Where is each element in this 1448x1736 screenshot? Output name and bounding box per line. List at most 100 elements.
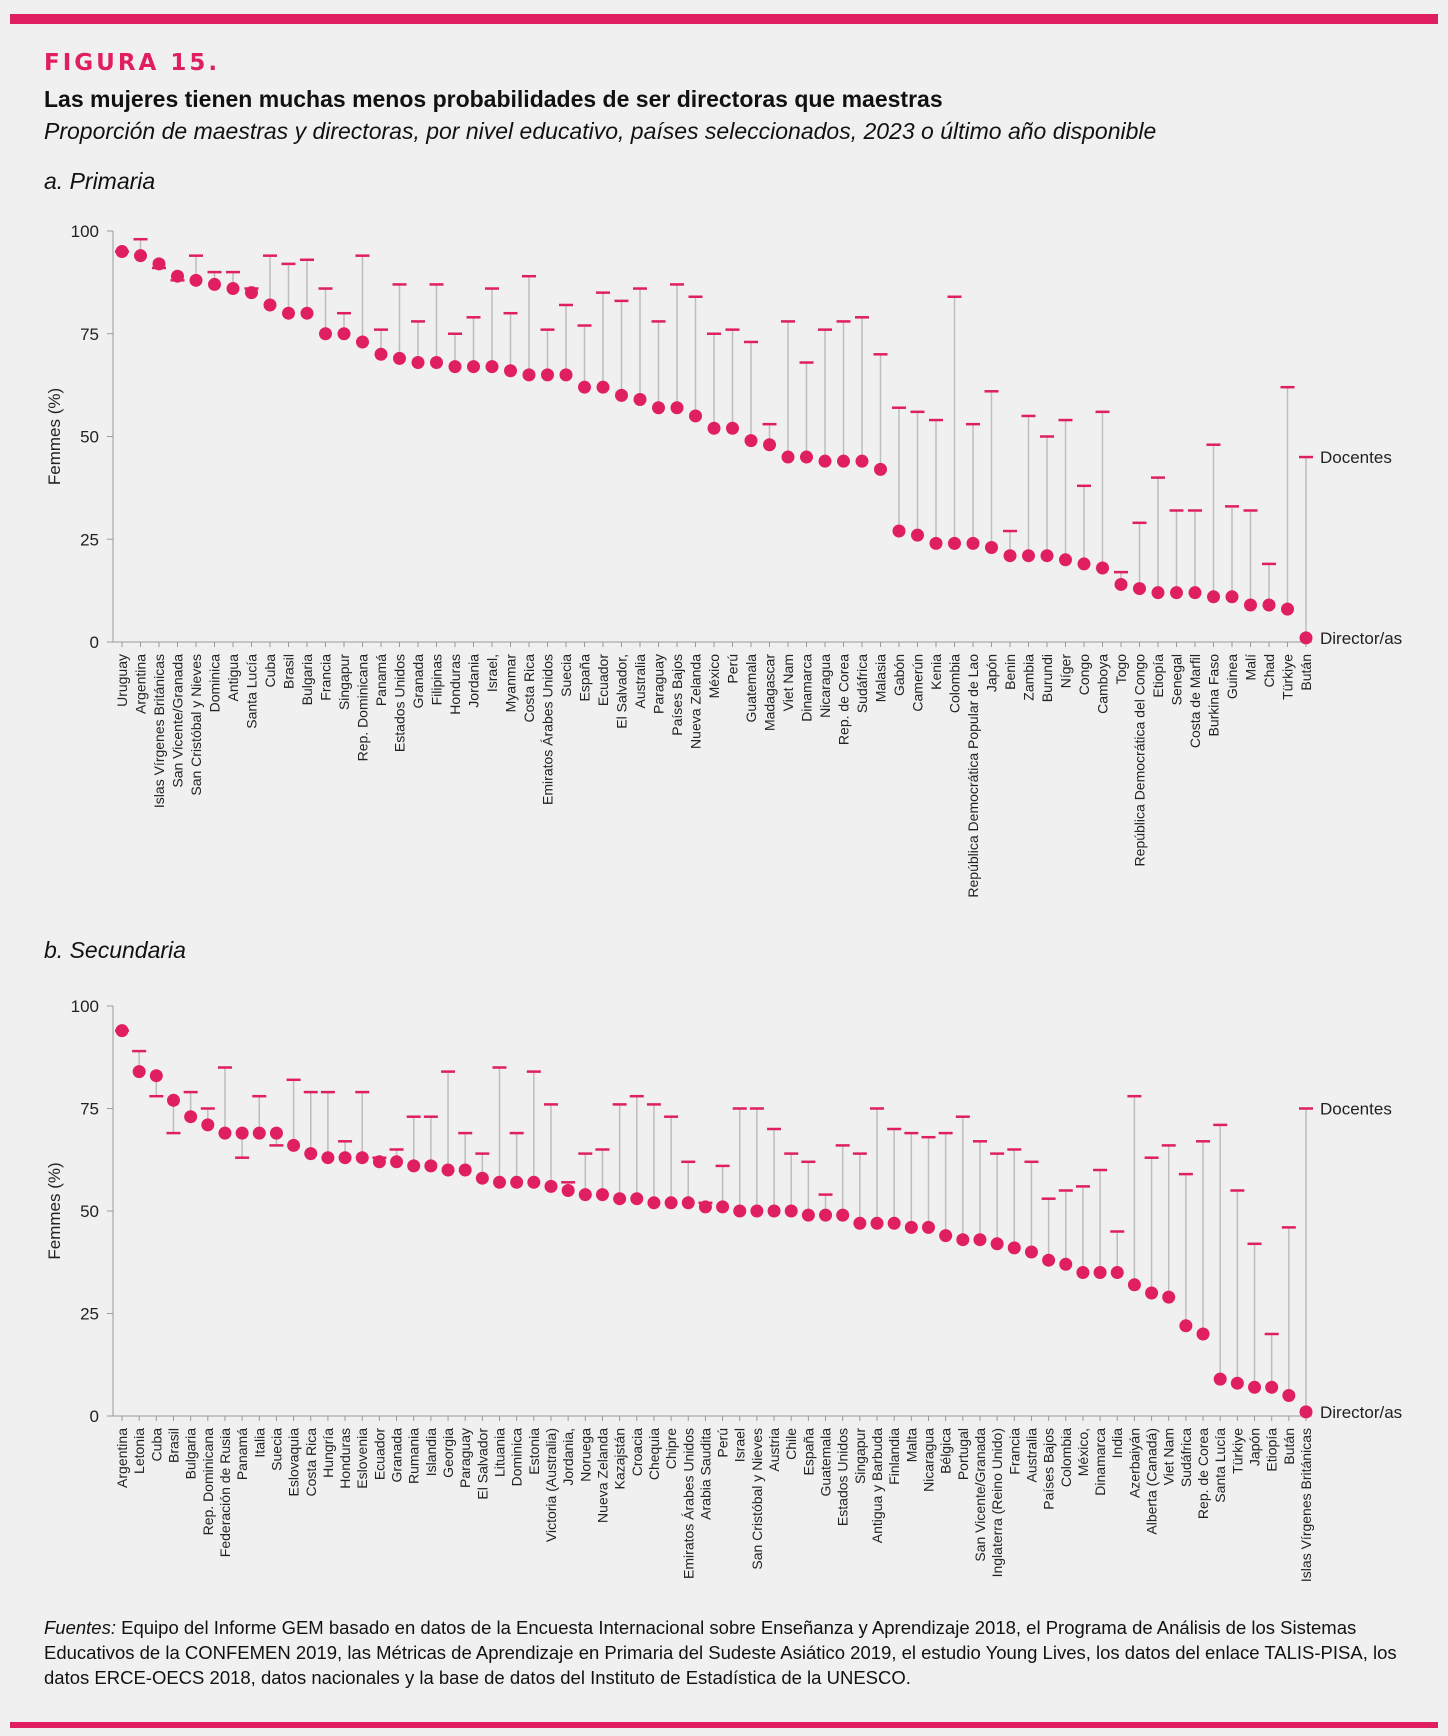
p1-category-label: Cuba xyxy=(148,1428,164,1462)
p0-director-dot xyxy=(929,536,943,550)
p1-director-dot xyxy=(201,1118,215,1132)
p0-category-label: Perú xyxy=(725,654,741,684)
p0-director-dot xyxy=(1170,586,1183,600)
p0-category-label: Granada xyxy=(410,654,426,709)
p1-director-dot xyxy=(561,1184,575,1197)
p0-director-dot xyxy=(245,286,258,300)
p0-category-label: Honduras xyxy=(447,654,463,715)
p1-director-dot xyxy=(819,1208,833,1222)
p0-director-dot xyxy=(448,360,462,374)
p0-director-dot xyxy=(1133,582,1146,596)
sources-text: Equipo del Informe GEM basado en datos d… xyxy=(44,1617,1397,1688)
p1-director-dot xyxy=(1196,1327,1210,1341)
p0-director-dot xyxy=(818,454,832,468)
p1-category-label: Israel xyxy=(732,1428,748,1462)
p1-docentes-end-label: Docentes xyxy=(1320,1100,1392,1119)
p1-category-label: Dinamarca xyxy=(1092,1428,1108,1496)
p0-y-tick-label: 25 xyxy=(80,530,99,549)
p0-category-label: Rep. de Corea xyxy=(836,654,852,745)
p1-director-dot xyxy=(784,1204,798,1218)
sources-lead: Fuentes: xyxy=(44,1617,116,1638)
p1-category-label: Honduras xyxy=(337,1428,353,1489)
p1-y-tick-label: 50 xyxy=(80,1202,99,1221)
p0-category-label: Nicaragua xyxy=(817,654,833,718)
p1-director-dot xyxy=(853,1216,867,1230)
p0-category-label: Islas Vírgenes Británicas xyxy=(151,654,167,808)
p1-category-label: Islandia xyxy=(423,1428,439,1476)
p0-director-dot xyxy=(726,421,739,435)
p1-category-label: Hungría xyxy=(320,1428,336,1478)
p0-director-end-label: Director/as xyxy=(1320,629,1402,648)
top-accent-rule xyxy=(10,14,1438,24)
p0-category-label: Dinamarca xyxy=(799,654,815,722)
p1-category-label: Portugal xyxy=(955,1428,971,1480)
p0-category-label: Francia xyxy=(318,654,334,701)
p1-director-dot xyxy=(990,1237,1004,1251)
p0-category-label: Singapur xyxy=(336,654,352,710)
p1-y-tick-label: 25 xyxy=(80,1305,99,1324)
p1-director-dot xyxy=(1162,1290,1176,1304)
p0-director-dot xyxy=(189,273,203,287)
p0-director-dot xyxy=(411,356,425,370)
p1-category-label: Colombia xyxy=(1058,1428,1074,1487)
p0-director-dot xyxy=(800,450,813,464)
p0-director-dot xyxy=(1188,586,1202,600)
p0-director-dot xyxy=(485,360,499,374)
p1-director-dot xyxy=(647,1196,661,1210)
p0-category-label: Sudáfrica xyxy=(854,654,870,713)
p0-category-label: Madagascar xyxy=(762,654,778,731)
p1-category-label: Inglaterra (Reino Unido) xyxy=(989,1428,1005,1577)
p1-director-dot xyxy=(1248,1380,1262,1394)
p1-director-dot xyxy=(132,1065,146,1079)
p1-director-dot xyxy=(1299,1405,1313,1419)
p1-category-label: Finlandia xyxy=(886,1428,902,1485)
p1-category-label: San Cristóbal y Nieves xyxy=(749,1428,765,1570)
p1-category-label: México, xyxy=(1075,1428,1091,1476)
p1-category-label: Chipre xyxy=(663,1428,679,1469)
p0-director-dot xyxy=(467,360,480,374)
p0-director-dot xyxy=(171,269,184,283)
p0-category-label: Zambia xyxy=(1021,654,1037,701)
p0-category-label: Türkiye xyxy=(1280,654,1296,700)
p1-category-label: El Salvador xyxy=(474,1428,490,1500)
p0-category-label: Myanmar xyxy=(503,654,519,713)
p1-y-axis-title: Femmes (%) xyxy=(45,1162,64,1259)
p1-category-label: Estonia xyxy=(526,1428,542,1475)
p0-director-dot xyxy=(504,364,517,378)
p1-y-tick-label: 0 xyxy=(90,1407,99,1426)
p0-category-label: Dominica xyxy=(207,654,223,713)
p1-director-dot xyxy=(578,1188,592,1202)
p1-director-dot xyxy=(269,1126,283,1140)
p1-category-label: Brasil xyxy=(165,1428,181,1463)
p1-category-label: Países Bajos xyxy=(1041,1428,1057,1510)
p0-category-label: Costa Rica xyxy=(521,654,537,723)
p1-director-dot xyxy=(750,1204,764,1218)
p0-director-dot xyxy=(1225,590,1239,604)
p0-category-label: Uruguay xyxy=(114,654,130,707)
p0-director-dot xyxy=(208,277,221,291)
p1-category-label: Georgia xyxy=(440,1428,456,1478)
p1-category-label: Paraguay xyxy=(457,1428,473,1488)
p1-director-dot xyxy=(287,1138,301,1152)
p1-category-label: Eslovaquia xyxy=(286,1428,302,1497)
p1-director-dot xyxy=(904,1220,918,1234)
p1-director-dot xyxy=(235,1126,249,1140)
p1-director-dot xyxy=(1265,1380,1279,1394)
p0-director-dot xyxy=(633,393,647,407)
p0-director-dot xyxy=(763,438,776,452)
p1-category-label: Sudáfrica xyxy=(1178,1428,1194,1487)
p1-director-dot xyxy=(836,1208,850,1222)
p0-category-label: Costa de Marfil xyxy=(1187,654,1203,748)
p0-category-label: Malasia xyxy=(873,654,889,702)
p1-category-label: Rep. Dominicana xyxy=(200,1428,216,1536)
p1-category-label: Federación de Rusia xyxy=(217,1428,233,1557)
p0-director-dot xyxy=(855,454,869,468)
p1-category-label: Bután xyxy=(1281,1428,1297,1465)
p0-category-label: Brasil xyxy=(281,654,297,689)
p1-category-label: Argentina xyxy=(114,1428,130,1488)
p0-director-dot xyxy=(985,540,998,554)
p0-director-dot xyxy=(1059,553,1072,567)
p1-category-label: Suecia xyxy=(268,1428,284,1471)
p1-director-dot xyxy=(1179,1319,1193,1333)
p0-category-label: Guatemala xyxy=(743,654,759,723)
